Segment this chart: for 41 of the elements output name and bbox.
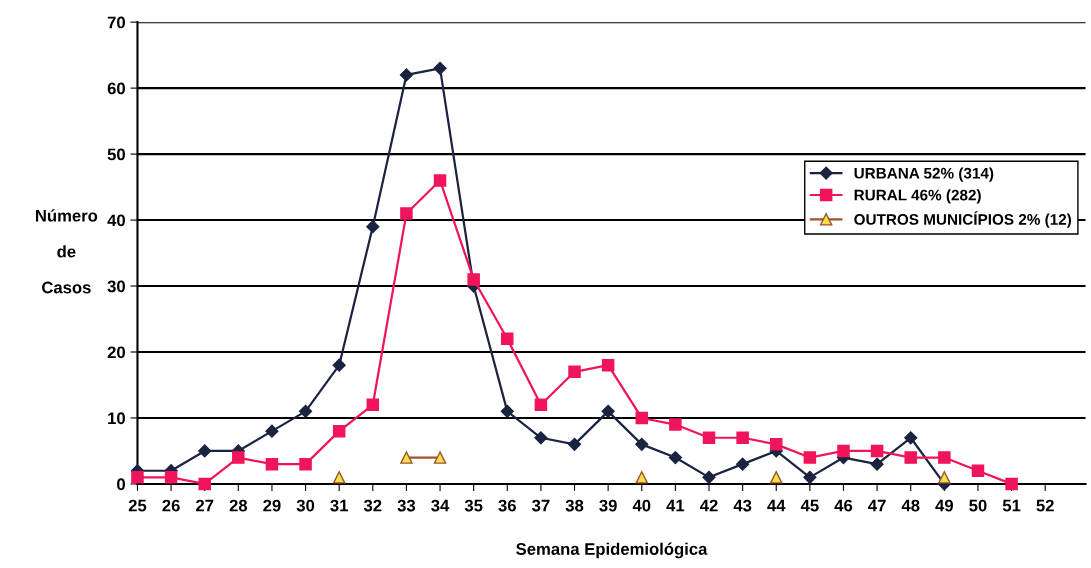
x-tick-label: 51: [1002, 499, 1021, 512]
x-tick-label: 39: [599, 499, 617, 512]
x-tick-label: 47: [868, 499, 886, 512]
x-tick-label: 33: [397, 499, 416, 512]
x-tick-label: 45: [800, 499, 819, 512]
x-tick-label: 36: [498, 499, 516, 512]
x-tick-label: 30: [296, 499, 315, 512]
x-tick-label: 34: [431, 499, 450, 512]
x-tick-label: 41: [666, 499, 685, 512]
y-tick-label: 50: [107, 148, 125, 161]
x-tick-label: 52: [1036, 499, 1054, 512]
legend-label: RURAL 46% (282): [854, 189, 981, 204]
x-tick-label: 40: [632, 499, 651, 512]
x-tick-label: 35: [464, 499, 483, 512]
x-tick-label: 48: [901, 499, 920, 512]
x-tick-label: 44: [767, 499, 786, 512]
x-tick-label: 32: [363, 499, 382, 512]
x-tick-label: 31: [330, 499, 348, 512]
x-tick-label: 46: [834, 499, 853, 512]
x-tick-label: 29: [263, 499, 281, 512]
y-tick-label: 70: [107, 16, 125, 29]
x-tick-label: 26: [162, 499, 180, 512]
x-axis-title: Semana Epidemiológica: [516, 542, 708, 559]
legend-label: OUTROS MUNICÍPIOS 2% (12): [854, 211, 1072, 228]
legend-label: URBANA 52% (314): [854, 167, 994, 182]
x-tick-label: 42: [699, 499, 718, 512]
y-tick-label: 60: [107, 82, 125, 95]
y-tick-label: 10: [108, 412, 125, 425]
x-tick-label: 49: [935, 499, 953, 512]
x-tick-label: 25: [128, 499, 147, 512]
x-tick-label: 27: [196, 499, 214, 512]
y-tick-label: 30: [107, 280, 125, 293]
x-tick-label: 37: [532, 499, 550, 512]
x-tick-label: 38: [565, 499, 584, 512]
y-tick-label: 0: [117, 478, 125, 491]
text: Número de Casos: [35, 209, 98, 294]
y-tick-label: 40: [107, 214, 125, 227]
y-tick-label: 20: [107, 346, 125, 359]
x-tick-label: 43: [733, 499, 752, 512]
x-tick-label: 28: [229, 499, 248, 512]
x-tick-label: 50: [969, 499, 987, 512]
